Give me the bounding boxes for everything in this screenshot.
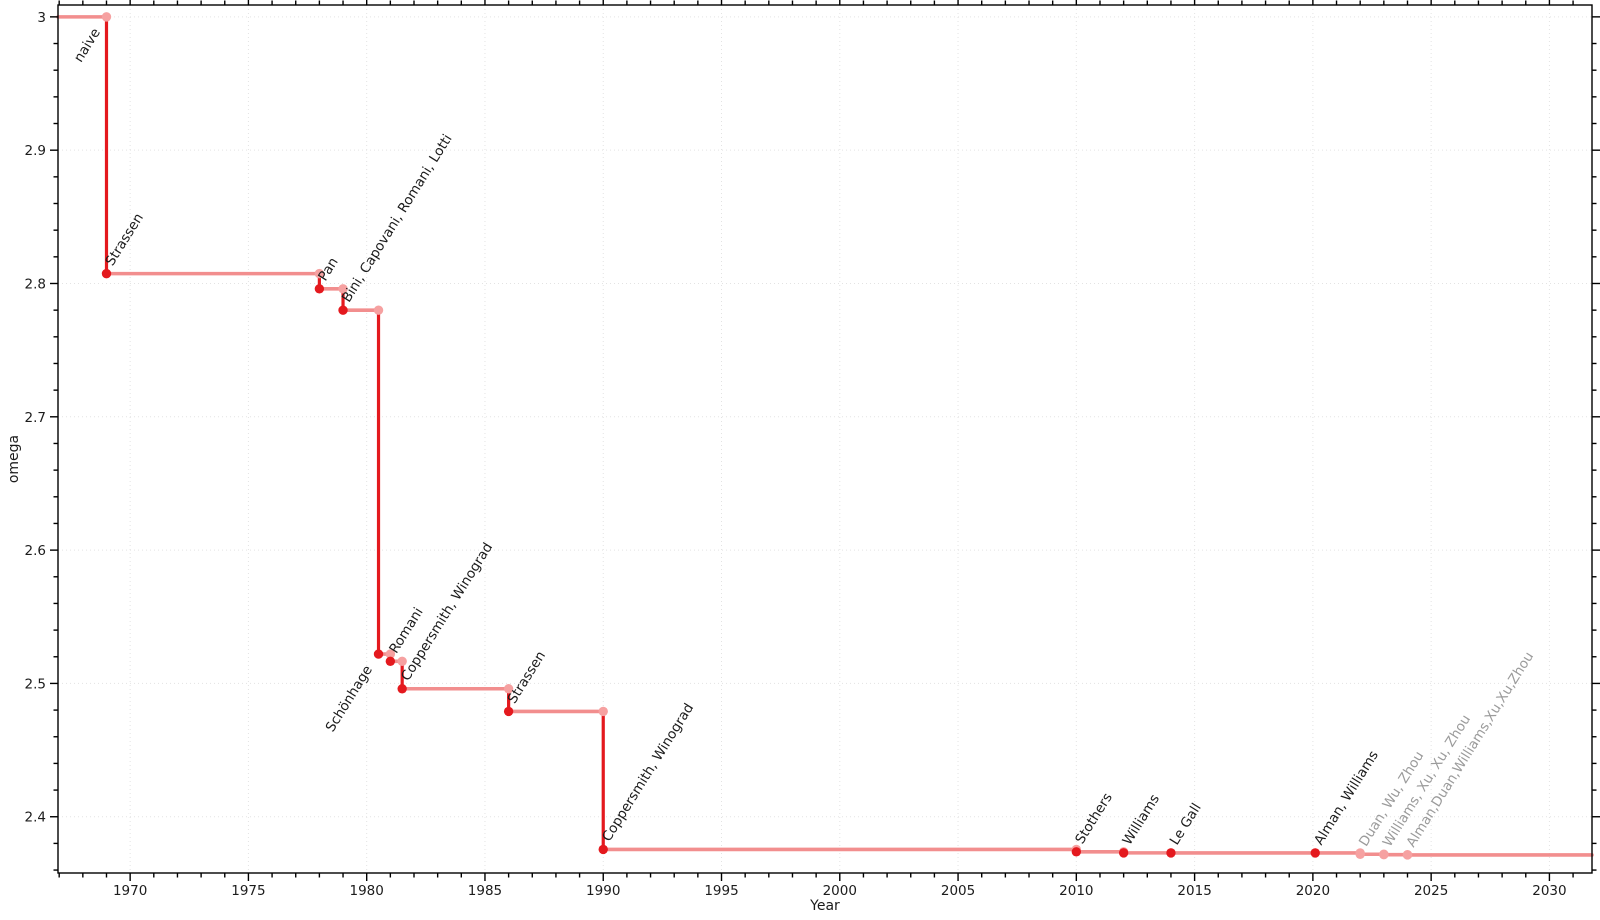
step-series-layer bbox=[56, 15, 1594, 857]
event-label: naive bbox=[71, 26, 104, 66]
x-tick-label: 1975 bbox=[231, 883, 265, 899]
data-point bbox=[373, 649, 384, 659]
x-tick-label: 1970 bbox=[113, 883, 147, 899]
y-tick-label: 2.6 bbox=[25, 543, 46, 559]
corner-point bbox=[314, 268, 325, 279]
data-point bbox=[503, 706, 514, 717]
y-axis-title: omega bbox=[6, 435, 22, 483]
data-point bbox=[1402, 850, 1413, 860]
y-tick-label: 2.5 bbox=[25, 676, 46, 692]
event-label: Bini, Capovani, Romani, Lotti bbox=[339, 132, 456, 306]
data-point bbox=[1310, 848, 1320, 858]
plot-frame bbox=[57, 4, 1593, 874]
y-tick-label: 2.9 bbox=[25, 143, 46, 159]
y-tick-label: 2.7 bbox=[25, 410, 46, 426]
x-tick-label: 2000 bbox=[823, 883, 857, 899]
x-tick-label: 1995 bbox=[704, 883, 738, 899]
x-tick-label: 2010 bbox=[1059, 883, 1093, 899]
x-tick-label: 2030 bbox=[1532, 883, 1566, 899]
corner-point bbox=[373, 305, 384, 315]
event-label: Strassen bbox=[102, 211, 147, 269]
corner-point bbox=[338, 284, 348, 294]
grid-layer bbox=[58, 5, 1592, 873]
corner-point bbox=[503, 684, 514, 694]
y-tick-label: 2.4 bbox=[25, 810, 46, 826]
data-point bbox=[101, 268, 112, 279]
x-tick-label: 1990 bbox=[586, 883, 620, 899]
event-label: Strassen bbox=[504, 648, 549, 706]
data-point bbox=[1379, 849, 1389, 860]
x-axis-title: Year bbox=[809, 898, 840, 914]
event-label: Le Gall bbox=[1167, 800, 1205, 848]
corner-point bbox=[397, 656, 407, 666]
x-tick-label: 2020 bbox=[1296, 883, 1330, 899]
data-point-layer bbox=[101, 12, 1413, 860]
corner-point bbox=[598, 706, 608, 717]
data-point bbox=[1071, 847, 1082, 857]
event-label: Schönhage bbox=[323, 663, 376, 735]
event-label: Williams bbox=[1119, 792, 1163, 848]
y-tick-label: 2.8 bbox=[25, 276, 46, 292]
y-tick-label: 3 bbox=[37, 10, 46, 26]
corner-point bbox=[101, 12, 112, 22]
data-point bbox=[1118, 848, 1129, 858]
x-tick-label: 1980 bbox=[350, 883, 384, 899]
data-point bbox=[338, 305, 348, 315]
data-point bbox=[385, 656, 396, 666]
x-tick-label: 2025 bbox=[1414, 883, 1448, 899]
data-point bbox=[397, 684, 407, 694]
data-point bbox=[1166, 848, 1176, 858]
x-tick-label: 1985 bbox=[468, 883, 502, 899]
event-label: Alman,Duan,Williams,Xu,Xu,Zhou bbox=[1403, 649, 1537, 850]
x-tick-label: 2005 bbox=[941, 883, 975, 899]
event-label: Coppersmith, Winograd bbox=[599, 701, 697, 845]
event-label: Stothers bbox=[1072, 790, 1116, 847]
corner-point bbox=[385, 649, 396, 659]
data-point bbox=[1355, 849, 1365, 859]
axes-layer: 1970 1975 1980 1985 1990 1995 2000 2005 2010 2015… bbox=[25, 0, 1600, 899]
x-tick-label: 2015 bbox=[1177, 883, 1211, 899]
data-point bbox=[314, 284, 325, 294]
data-point bbox=[598, 844, 608, 855]
